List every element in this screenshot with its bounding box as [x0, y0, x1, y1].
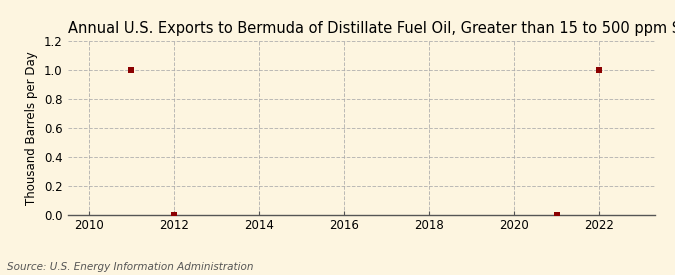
Point — [126, 68, 137, 72]
Text: Source: U.S. Energy Information Administration: Source: U.S. Energy Information Administ… — [7, 262, 253, 272]
Y-axis label: Thousand Barrels per Day: Thousand Barrels per Day — [26, 51, 38, 205]
Point — [594, 68, 605, 72]
Point — [551, 212, 562, 217]
Point — [169, 212, 180, 217]
Text: Annual U.S. Exports to Bermuda of Distillate Fuel Oil, Greater than 15 to 500 pp: Annual U.S. Exports to Bermuda of Distil… — [68, 21, 675, 36]
